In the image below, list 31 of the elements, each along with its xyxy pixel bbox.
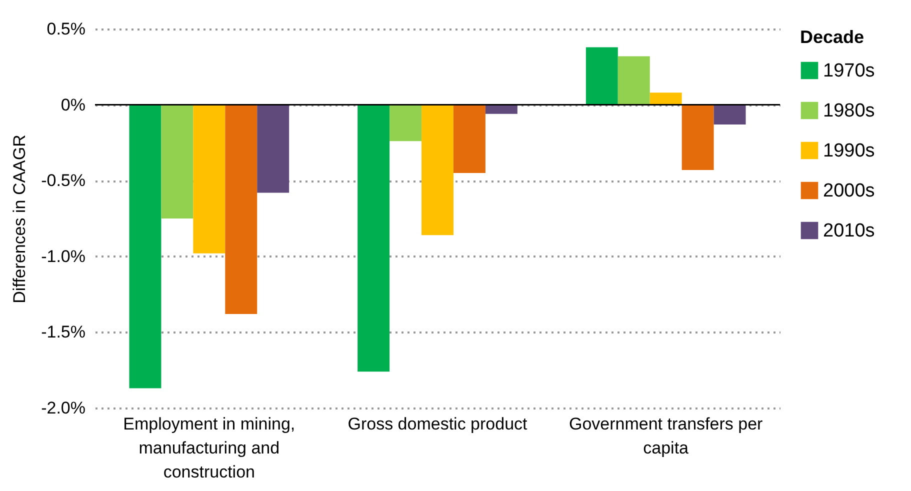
legend-label: 1970s [823, 60, 875, 82]
legend-label: 1980s [823, 100, 875, 122]
x-tick-label: Employment in mining, manufacturing and construction [123, 414, 296, 482]
x-tick-label: Gross domestic product [348, 414, 528, 434]
bar [586, 47, 618, 105]
bar [161, 104, 194, 218]
bar [714, 104, 746, 125]
bar [618, 56, 650, 105]
y-tick-label: -1.5% [41, 322, 86, 342]
legend-label: 1990s [823, 140, 875, 162]
legend-label: 2010s [823, 220, 875, 242]
y-tick-label: 0.5% [46, 20, 86, 38]
bar [129, 104, 162, 388]
bar [225, 104, 258, 314]
bar [682, 104, 714, 170]
bar [650, 92, 682, 105]
bar [453, 104, 486, 174]
bar [257, 104, 290, 193]
bar [358, 104, 390, 372]
legend-title: Decade [800, 27, 864, 47]
bar [193, 104, 226, 254]
bar [485, 104, 518, 114]
legend-label: 2000s [823, 180, 875, 202]
y-tick-label: -1.0% [41, 246, 86, 266]
bar [390, 104, 422, 142]
x-tick-label: Government transfers per capita [568, 414, 764, 458]
y-tick-label: -2.0% [41, 398, 86, 418]
y-tick-label: -0.5% [41, 171, 86, 190]
y-axis-title: Differences in CAAGR [10, 134, 30, 304]
bar [422, 104, 454, 236]
y-tick-label: 0% [60, 95, 86, 114]
